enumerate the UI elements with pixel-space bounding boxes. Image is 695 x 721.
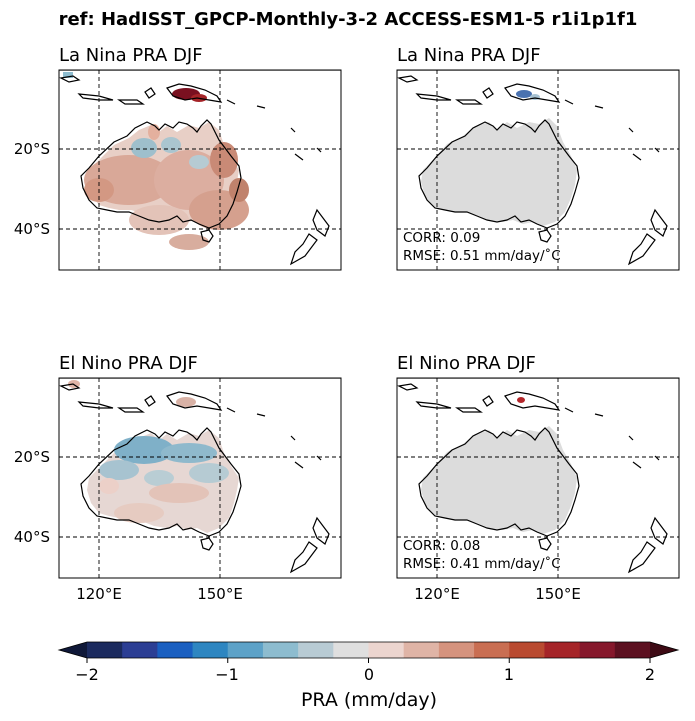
anomaly-blobs	[63, 72, 249, 250]
map-frame	[58, 377, 342, 579]
colorbar-cell	[262, 642, 299, 658]
colorbar-cell	[509, 642, 545, 658]
colorbar-tick-1: 1	[504, 665, 514, 684]
colorbar-cell	[192, 642, 229, 658]
panel-elnino-model: El Nino PRA DJF CORR: 0.08 RMSE: 0.41 mm…	[396, 353, 680, 603]
colorbar-cell	[614, 642, 651, 658]
colorbar-cell	[579, 642, 616, 658]
map-frame	[396, 69, 680, 271]
colorbar: −2 −1 0 1 2 PRA (mm/day)	[57, 641, 680, 711]
anomaly-blobs	[68, 380, 229, 523]
panel-lanina-model: La Nina PRA DJF CORR: 0.09 RMSE: 0.51 mm…	[396, 45, 680, 271]
colorbar-tick-0: 0	[364, 665, 374, 684]
colorbar-label: PRA (mm/day)	[301, 689, 437, 711]
colorbar-cell	[122, 642, 158, 658]
colorbar-cell	[544, 642, 581, 658]
colorbar-cell	[227, 642, 264, 658]
lat-tick-40s: 40°S	[14, 220, 50, 238]
colorbar-cell	[438, 642, 475, 658]
colorbar-cell	[368, 642, 405, 658]
panel-lanina-reference: La Nina PRA DJF	[14, 45, 342, 271]
lon-tick-150e: 150°E	[535, 585, 581, 603]
colorbar-cell	[333, 642, 369, 658]
panel-title: La Nina PRA DJF	[59, 45, 203, 66]
panel-elnino-reference: El Nino PRA DJF 20°S 40°S 120°E 150°E	[14, 353, 342, 603]
figure-suptitle: ref: HadISST_GPCP-Monthly-3-2 ACCESS-ESM…	[59, 9, 638, 30]
lat-tick-20s: 20°S	[14, 448, 50, 466]
map-frame	[396, 377, 680, 579]
panel-title: La Nina PRA DJF	[397, 45, 541, 66]
panel-title: El Nino PRA DJF	[397, 353, 536, 374]
colorbar-cell	[157, 642, 194, 658]
colorbar-cell	[474, 642, 510, 658]
panel-title: El Nino PRA DJF	[59, 353, 198, 374]
colorbar-cell	[403, 642, 440, 658]
colorbar-cell	[298, 642, 334, 658]
rmse-label: RMSE: 0.41 mm/day/˚C	[403, 555, 561, 572]
colorbar-cells	[57, 641, 680, 663]
corr-label: CORR: 0.08	[403, 538, 480, 554]
corr-label: CORR: 0.09	[403, 230, 480, 246]
colorbar-extend-min	[59, 642, 87, 658]
colorbar-extend-max	[650, 642, 678, 658]
map-frame	[58, 69, 342, 271]
colorbar-tick-m2: −2	[75, 665, 99, 684]
colorbar-tick-m1: −1	[215, 665, 239, 684]
colorbar-tick-2: 2	[645, 665, 655, 684]
lon-tick-120e: 120°E	[76, 585, 122, 603]
colorbar-cell	[87, 642, 123, 658]
lon-tick-150e: 150°E	[197, 585, 243, 603]
lat-tick-40s: 40°S	[14, 528, 50, 546]
lon-tick-120e: 120°E	[414, 585, 460, 603]
lat-tick-20s: 20°S	[14, 140, 50, 158]
rmse-label: RMSE: 0.51 mm/day/˚C	[403, 247, 561, 264]
